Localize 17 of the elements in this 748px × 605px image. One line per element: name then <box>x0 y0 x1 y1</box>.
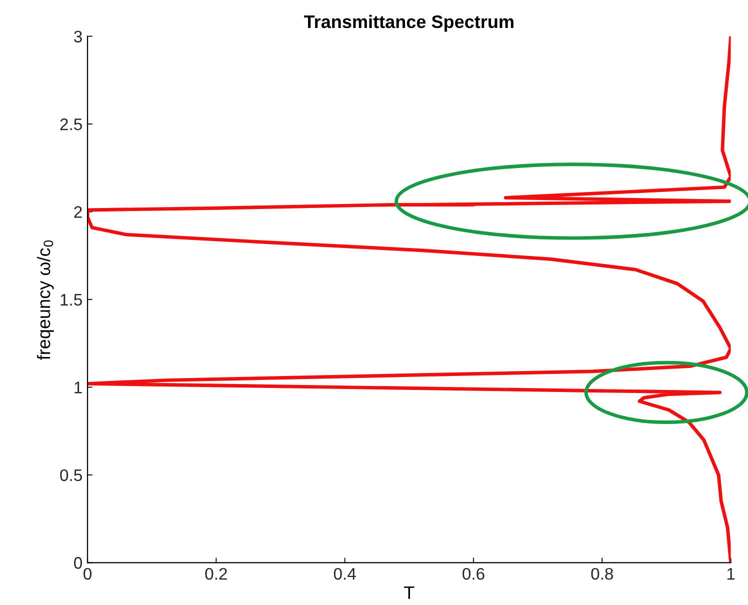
chart-title: Transmittance Spectrum <box>304 14 514 32</box>
x-tick-label: 1 <box>727 568 735 580</box>
x-tick-label: 0 <box>84 568 92 580</box>
y-tick-label: 3 <box>74 30 82 43</box>
y-axis-title: freqeuncy ω/c$_{0}$ <box>36 240 54 360</box>
line-series <box>88 36 731 563</box>
x-tick-label: 0.4 <box>334 568 356 580</box>
x-tick-label: 0.2 <box>205 568 227 580</box>
x-tick-label: 0.8 <box>591 568 613 580</box>
y-tick-label: 2 <box>74 206 82 218</box>
y-tick-label: 0.5 <box>60 469 82 482</box>
x-axis-title: T <box>404 586 414 599</box>
y-tick-label: 0 <box>74 557 82 569</box>
y-tick-label: 2.5 <box>60 118 82 130</box>
y-tick-label: 1 <box>74 382 82 394</box>
x-tick-label: 0.6 <box>462 568 484 580</box>
y-tick-label: 1.5 <box>60 294 82 306</box>
